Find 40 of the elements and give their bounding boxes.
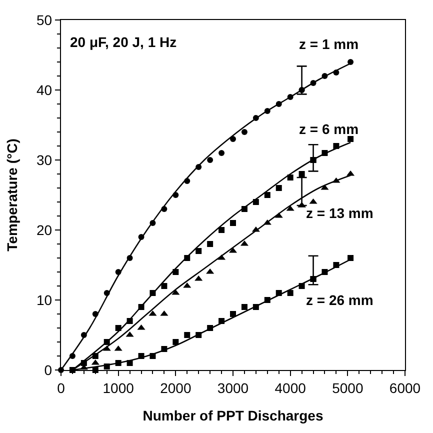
annotation: z = 26 mm — [306, 292, 374, 308]
y-tick-label: 50 — [36, 12, 52, 28]
y-tick-label: 10 — [36, 292, 52, 308]
point — [230, 220, 236, 226]
annotation: z = 13 mm — [306, 205, 374, 221]
point — [287, 174, 294, 180]
point — [276, 185, 282, 191]
point — [264, 192, 270, 198]
point — [348, 59, 354, 65]
point — [184, 332, 190, 338]
y-tick-label: 20 — [36, 222, 52, 238]
y-tick-label: 30 — [36, 152, 52, 168]
point — [241, 129, 248, 135]
point — [230, 311, 236, 317]
point — [218, 150, 225, 156]
annotation: 20 μF, 20 J, 1 Hz — [70, 34, 177, 50]
y-tick-label: 0 — [44, 362, 52, 378]
x-tick-label: 2000 — [160, 380, 192, 396]
x-tick-label: 6000 — [389, 380, 421, 396]
y-tick-label: 40 — [36, 82, 52, 98]
point — [161, 283, 168, 289]
point — [348, 136, 354, 142]
point — [207, 241, 214, 247]
x-tick-label: 0 — [57, 380, 66, 396]
point — [230, 136, 236, 142]
y-axis-title: Temperature (°C) — [4, 138, 20, 252]
x-tick-label: 5000 — [332, 380, 364, 396]
x-tick-label: 3000 — [217, 380, 249, 396]
point — [218, 227, 225, 233]
x-tick-label: 4000 — [274, 380, 306, 396]
point — [172, 339, 179, 345]
annotation: z = 6 mm — [299, 121, 359, 137]
point — [287, 290, 294, 296]
point — [241, 304, 248, 310]
x-tick-label: 1000 — [102, 380, 134, 396]
point — [196, 248, 202, 254]
point — [298, 171, 305, 177]
x-axis-title: Number of PPT Discharges — [142, 407, 324, 424]
annotation: z = 1 mm — [299, 36, 359, 52]
point — [207, 157, 214, 163]
